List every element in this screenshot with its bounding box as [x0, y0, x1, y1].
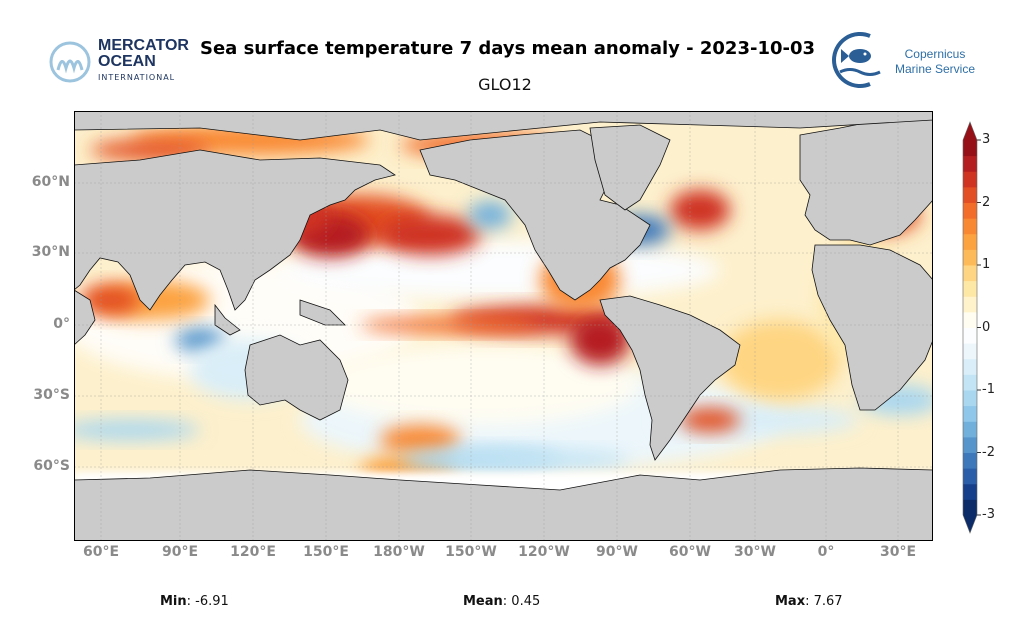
colorbar-segment: [963, 171, 977, 188]
stat-mean-value: : 0.45: [502, 594, 541, 609]
lon-tick-label: 90°W: [596, 544, 638, 560]
colorbar-segment: [963, 140, 977, 157]
colorbar-segment: [963, 249, 977, 266]
anomaly-patch: [320, 345, 640, 425]
colorbar-segment: [963, 483, 977, 500]
land-mass: [811, 244, 933, 411]
colorbar-segment: [963, 327, 977, 344]
lat-tick-label: 60°S: [33, 458, 70, 474]
colorbar: [962, 121, 981, 534]
map-title: Sea surface temperature 7 days mean anom…: [200, 38, 816, 59]
anomaly-patch: [380, 215, 480, 255]
lon-tick-label: 150°E: [303, 544, 349, 560]
land-mass: [74, 467, 933, 541]
lon-tick-label: 30°W: [734, 544, 776, 560]
land-mass: [599, 295, 741, 461]
anomaly-patch: [720, 320, 840, 400]
land-mass: [74, 289, 96, 346]
lon-tick-label: 30°E: [879, 544, 917, 560]
colorbar-segment: [963, 265, 977, 282]
stat-max: Max: 7.67: [775, 594, 843, 609]
colorbar-extend-min: [963, 515, 977, 533]
colorbar-segment: [963, 468, 977, 485]
anomaly-patch: [570, 315, 630, 365]
stat-min-label: Min: [160, 594, 187, 609]
graticule: [74, 111, 933, 541]
mercator-m-icon: [49, 41, 91, 83]
land-mass: [74, 149, 396, 311]
colorbar-segment: [963, 218, 977, 235]
stat-min-value: : -6.91: [186, 594, 229, 609]
lat-tick-label: 30°N: [31, 244, 70, 260]
colorbar-segment: [963, 233, 977, 250]
lat-tick-label: 30°S: [33, 387, 70, 403]
colorbar-tick-label: 2: [982, 194, 991, 210]
colorbar-segment: [963, 390, 977, 407]
stat-max-value: : 7.67: [805, 594, 843, 609]
land-mass: [214, 303, 241, 336]
stat-max-label: Max: [775, 594, 806, 609]
colorbar-segment: [963, 311, 977, 328]
colorbar-segment: [963, 280, 977, 297]
land-masses: [74, 111, 933, 541]
lon-tick-label: 60°W: [669, 544, 711, 560]
lon-tick-label: 60°E: [82, 544, 120, 560]
lon-tick-label: 120°E: [230, 544, 276, 560]
logo-line-copernicus: Copernicus: [904, 47, 966, 61]
sst-anomaly-map: [74, 111, 933, 541]
lon-tick-label: 0°: [817, 544, 835, 560]
stat-mean: Mean: 0.45: [463, 594, 540, 609]
colorbar-segment: [963, 343, 977, 360]
anomaly-patch: [380, 425, 460, 455]
colorbar-tick-label: -1: [982, 382, 995, 397]
colorbar-segment: [963, 358, 977, 375]
mercator-ocean-logo: MERCATOR OCEAN INTERNATIONAL: [48, 37, 189, 84]
colorbar-tick-label: -2: [982, 444, 995, 460]
logo-line-ocean: OCEAN: [98, 53, 156, 70]
arctic-land: [74, 111, 933, 118]
colorbar-tick-label: -3: [982, 507, 995, 522]
colorbar-segment: [963, 374, 977, 391]
anomaly-patch: [680, 408, 740, 432]
lon-tick-label: 120°W: [518, 544, 570, 560]
colorbar-segment: [963, 405, 977, 422]
colorbar-tick-label: 0: [982, 319, 991, 335]
colorbar-segment: [963, 499, 977, 516]
colorbar-segment: [963, 421, 977, 438]
fish-icon: [832, 32, 881, 88]
colorbar-segment: [963, 452, 977, 469]
stat-mean-label: Mean: [463, 594, 503, 609]
colorbar-segment: [963, 155, 977, 172]
anomaly-patch: [74, 420, 200, 440]
land-mass: [589, 124, 671, 211]
logo-line-marine-service: Marine Service: [894, 62, 976, 76]
logo-line-international: INTERNATIONAL: [98, 73, 176, 82]
map-frame: [74, 111, 933, 541]
anomaly-patch: [468, 201, 512, 229]
colorbar-segment: [963, 202, 977, 219]
anomaly-patch: [175, 328, 225, 352]
anomaly-patch: [80, 285, 140, 315]
lon-tick-label: 90°E: [161, 544, 199, 560]
colorbar-tick-label: 3: [982, 132, 991, 147]
lat-tick-label: 60°N: [31, 174, 70, 190]
map-subtitle: GLO12: [478, 75, 532, 94]
logo-line-mercator: MERCATOR: [98, 37, 189, 54]
lon-tick-label: 150°W: [445, 544, 497, 560]
colorbar-extend-max: [963, 122, 977, 140]
land-mass: [74, 111, 933, 141]
colorbar-segment: [963, 186, 977, 203]
lon-tick-label: 180°W: [373, 544, 425, 560]
anomaly-patch: [670, 190, 730, 230]
anomaly-patch: [450, 450, 630, 470]
lat-tick-label: 0°: [53, 316, 70, 332]
colorbar-segment: [963, 296, 977, 313]
land-mass: [244, 334, 349, 421]
stat-min: Min: -6.91: [160, 594, 229, 609]
colorbar-tick-label: 1: [982, 257, 991, 272]
copernicus-logo: Copernicus Marine Service: [830, 30, 980, 90]
colorbar-segment: [963, 436, 977, 453]
